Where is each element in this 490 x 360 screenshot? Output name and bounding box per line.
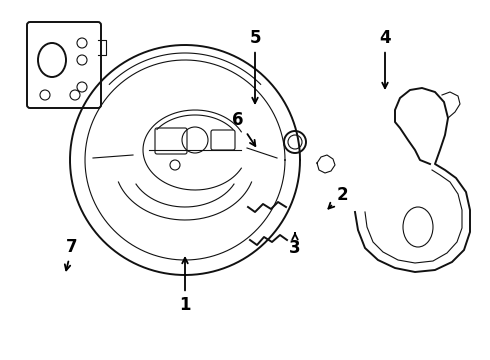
Text: 5: 5 bbox=[249, 29, 261, 103]
Text: 7: 7 bbox=[65, 238, 78, 270]
Text: 4: 4 bbox=[379, 29, 391, 88]
Text: 2: 2 bbox=[328, 186, 348, 208]
Text: 3: 3 bbox=[289, 233, 301, 257]
Text: 6: 6 bbox=[232, 111, 255, 146]
Text: 1: 1 bbox=[179, 258, 191, 314]
